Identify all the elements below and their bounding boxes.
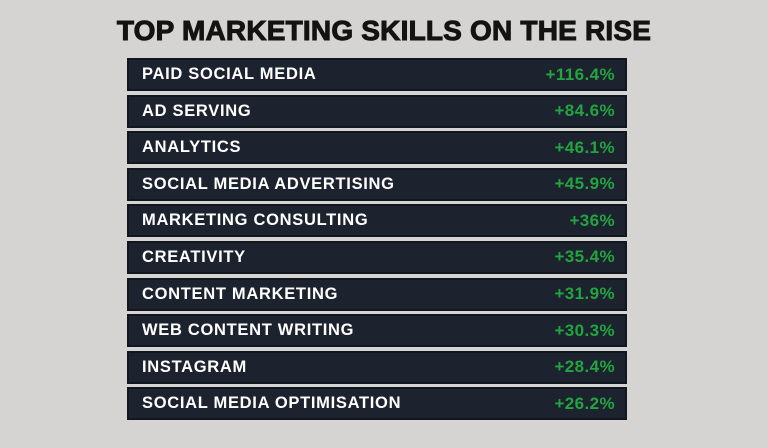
skill-value-badge: +84.6% [554, 101, 615, 121]
skill-row: MARKETING CONSULTING +36% [127, 204, 627, 238]
skill-row: CREATIVITY +35.4% [127, 240, 627, 274]
skill-row: WEB CONTENT WRITING +30.3% [127, 314, 627, 348]
skill-row: SOCIAL MEDIA OPTIMISATION +26.2% [127, 387, 627, 421]
skill-label: SOCIAL MEDIA ADVERTISING [142, 174, 395, 193]
skill-row: AD SERVING +84.6% [127, 94, 627, 128]
skill-label: INSTAGRAM [142, 357, 247, 376]
skill-value-badge: +36% [569, 210, 615, 230]
skill-label: CREATIVITY [142, 247, 246, 266]
skill-label: CONTENT MARKETING [142, 284, 339, 303]
skill-label: SOCIAL MEDIA OPTIMISATION [142, 394, 402, 413]
chart-title: TOP MARKETING SKILLS ON THE RISE [116, 15, 652, 47]
skill-label: WEB CONTENT WRITING [142, 321, 355, 340]
skill-label: MARKETING CONSULTING [142, 211, 369, 230]
skill-value-badge: +26.2% [554, 393, 615, 413]
skill-row: SOCIAL MEDIA ADVERTISING +45.9% [127, 167, 627, 201]
skill-value-badge: +30.3% [554, 320, 615, 340]
skill-row: CONTENT MARKETING +31.9% [127, 277, 627, 311]
skill-value-badge: +28.4% [554, 357, 615, 377]
skill-value-badge: +46.1% [554, 137, 615, 157]
skill-value-badge: +116.4% [545, 64, 615, 84]
skill-label: ANALYTICS [142, 138, 242, 157]
skill-value-badge: +31.9% [554, 284, 615, 304]
skill-label: AD SERVING [142, 101, 252, 120]
skill-value-badge: +35.4% [554, 247, 615, 267]
skill-row: PAID SOCIAL MEDIA +116.4% [127, 58, 627, 91]
skills-bar-list: PAID SOCIAL MEDIA +116.4% AD SERVING +84… [127, 58, 627, 421]
skill-value-badge: +45.9% [554, 174, 615, 194]
skill-label: PAID SOCIAL MEDIA [142, 65, 317, 83]
skill-row: ANALYTICS +46.1% [127, 131, 627, 165]
skill-row: INSTAGRAM +28.4% [127, 350, 627, 384]
